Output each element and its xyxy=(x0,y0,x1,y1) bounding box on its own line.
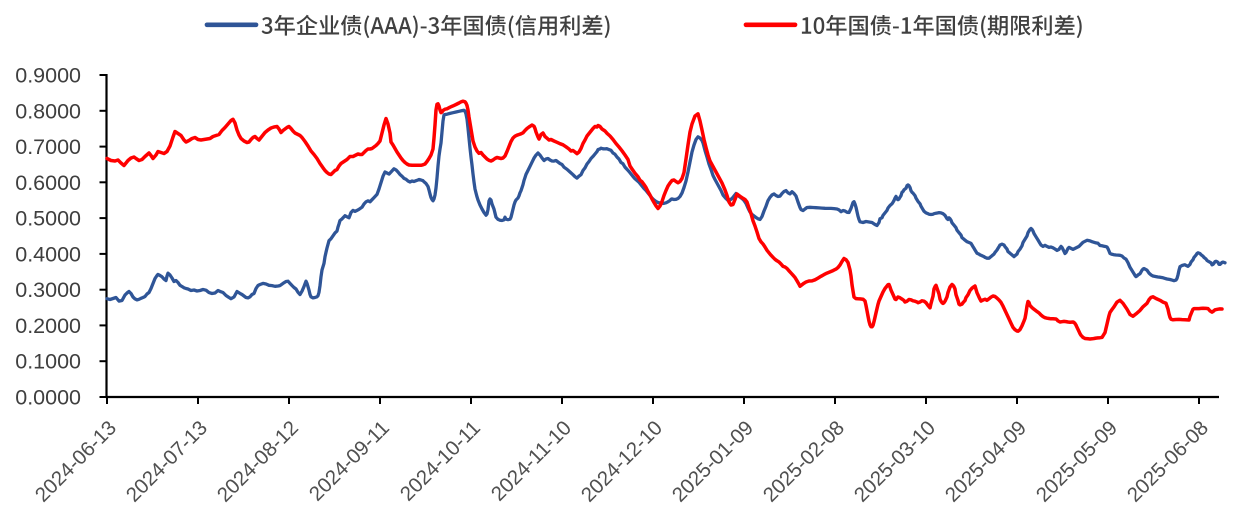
svg-text:0.3000: 0.3000 xyxy=(15,278,81,302)
svg-text:0.7000: 0.7000 xyxy=(15,135,81,159)
svg-text:0.8000: 0.8000 xyxy=(15,99,81,123)
svg-text:0.4000: 0.4000 xyxy=(15,242,81,266)
svg-text:0.6000: 0.6000 xyxy=(15,171,81,195)
svg-text:0.9000: 0.9000 xyxy=(15,64,81,88)
svg-text:0.0000: 0.0000 xyxy=(15,386,81,410)
svg-text:0.5000: 0.5000 xyxy=(15,207,81,231)
svg-text:0.1000: 0.1000 xyxy=(15,350,81,374)
svg-text:0.2000: 0.2000 xyxy=(15,314,81,338)
